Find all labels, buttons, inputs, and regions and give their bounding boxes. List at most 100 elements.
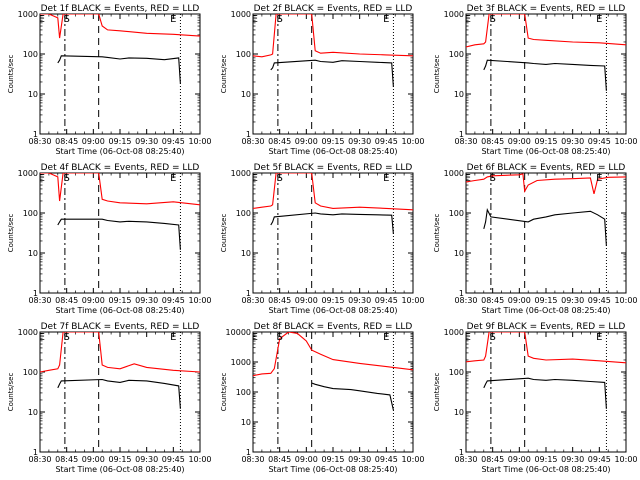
y-tick-label: 10 bbox=[454, 90, 464, 99]
x-axis-label: Start Time (06-Oct-08 08:25:40) bbox=[481, 306, 610, 315]
x-tick-label: 09:30 bbox=[561, 137, 584, 146]
y-tick-label: 1000 bbox=[444, 328, 464, 337]
plot-frame bbox=[252, 13, 414, 135]
x-tick-label: 09:00 bbox=[82, 296, 105, 305]
x-tick-label: 09:45 bbox=[162, 455, 185, 464]
marker-e2: E bbox=[596, 14, 602, 25]
x-tick-label: 09:45 bbox=[588, 455, 611, 464]
x-tick-label: 08:30 bbox=[454, 137, 477, 146]
x-tick-label: 08:30 bbox=[241, 455, 264, 464]
series-group bbox=[466, 173, 626, 293]
marker-s: S bbox=[276, 332, 282, 343]
plot-frame bbox=[39, 13, 201, 135]
series-line-lld bbox=[253, 14, 413, 58]
series-line-lld bbox=[40, 14, 200, 39]
series-line-lld bbox=[466, 332, 626, 364]
chart-title: Det 5f BLACK = Events, RED = LLD bbox=[254, 163, 413, 173]
y-tick-label: 10 bbox=[28, 408, 38, 417]
chart-title: Det 2f BLACK = Events, RED = LLD bbox=[254, 4, 413, 14]
series-line-lld bbox=[466, 14, 626, 48]
x-tick-label: 08:45 bbox=[481, 455, 504, 464]
x-tick-label: 08:30 bbox=[28, 455, 51, 464]
x-tick-label: 09:00 bbox=[508, 296, 531, 305]
x-tick-label: 08:45 bbox=[481, 137, 504, 146]
y-tick-label: 10 bbox=[454, 408, 464, 417]
x-tick-label: 09:00 bbox=[295, 296, 318, 305]
x-tick-label: 09:30 bbox=[135, 296, 158, 305]
y-axis-label: Counts/sec bbox=[433, 214, 441, 253]
y-tick-label: 100 bbox=[236, 388, 251, 397]
y-tick-label: 1000 bbox=[444, 169, 464, 178]
marker-e1: E bbox=[39, 173, 45, 184]
x-tick-label: 08:45 bbox=[268, 455, 291, 464]
x-axis-label: Start Time (06-Oct-08 08:25:40) bbox=[481, 147, 610, 156]
plot-frame bbox=[252, 172, 414, 294]
series-line-events bbox=[483, 59, 607, 91]
y-tick-label: 10 bbox=[28, 249, 38, 258]
chart-title: Det 3f BLACK = Events, RED = LLD bbox=[467, 4, 626, 14]
x-tick-label: 09:00 bbox=[295, 455, 318, 464]
y-tick-label: 10 bbox=[241, 90, 251, 99]
x-tick-label: 09:30 bbox=[561, 455, 584, 464]
x-tick-label: 09:00 bbox=[508, 137, 531, 146]
marker-s: S bbox=[489, 173, 495, 184]
x-tick-label: 09:30 bbox=[348, 455, 371, 464]
x-tick-label: 08:30 bbox=[241, 296, 264, 305]
x-tick-label: 09:15 bbox=[534, 455, 557, 464]
x-tick-label: 10:00 bbox=[188, 137, 211, 146]
x-tick-label: 09:30 bbox=[348, 137, 371, 146]
x-tick-label: 09:45 bbox=[588, 296, 611, 305]
x-tick-label: 08:30 bbox=[454, 455, 477, 464]
x-tick-label: 08:45 bbox=[55, 137, 78, 146]
plot-frame bbox=[465, 331, 627, 453]
x-tick-label: 09:15 bbox=[534, 296, 557, 305]
y-tick-label: 10000 bbox=[226, 328, 251, 337]
series-group bbox=[40, 14, 200, 134]
y-tick-label: 1000 bbox=[18, 169, 38, 178]
y-tick-label: 10 bbox=[241, 249, 251, 258]
marker-s: S bbox=[63, 14, 69, 25]
series-line-lld bbox=[40, 332, 200, 373]
chart-panel-1: Det 1f BLACK = Events, RED = LLD 1 10 100 10… bbox=[7, 4, 212, 156]
chart-panel-6: Det 6f BLACK = Events, RED = LLD 1 10 100 10… bbox=[433, 163, 638, 315]
series-line-events bbox=[57, 218, 181, 250]
series-group bbox=[466, 14, 626, 134]
y-tick-label: 100 bbox=[449, 50, 464, 59]
x-tick-label: 09:45 bbox=[375, 137, 398, 146]
x-tick-label: 09:00 bbox=[295, 137, 318, 146]
chart-panel-7: Det 7f BLACK = Events, RED = LLD 1 10 100 10… bbox=[7, 322, 212, 474]
plot-frame bbox=[465, 172, 627, 294]
y-tick-label: 100 bbox=[23, 368, 38, 377]
y-axis-label: Counts/sec bbox=[7, 373, 15, 412]
x-tick-label: 10:00 bbox=[614, 137, 637, 146]
x-tick-label: 09:30 bbox=[561, 296, 584, 305]
series-line-events bbox=[483, 377, 607, 409]
y-tick-label: 1000 bbox=[444, 10, 464, 19]
chart-title: Det 7f BLACK = Events, RED = LLD bbox=[41, 322, 200, 332]
series-line-lld bbox=[40, 173, 200, 206]
marker-e1: E bbox=[39, 14, 45, 25]
plot-frame bbox=[465, 13, 627, 135]
chart-panel-8: Det 8f BLACK = Events, RED = LLD 1 10 100 10… bbox=[220, 322, 425, 474]
y-tick-label: 1 bbox=[459, 448, 464, 457]
x-tick-label: 10:00 bbox=[401, 455, 424, 464]
marker-e2: E bbox=[383, 332, 389, 343]
marker-e1: E bbox=[252, 173, 258, 184]
y-axis-label: Counts/sec bbox=[220, 55, 228, 94]
marker-e2: E bbox=[383, 14, 389, 25]
series-group bbox=[40, 173, 200, 293]
series-group bbox=[253, 14, 413, 134]
y-axis-label: Counts/sec bbox=[220, 373, 228, 412]
series-line-events bbox=[311, 382, 394, 411]
marker-e2: E bbox=[170, 332, 176, 343]
x-tick-label: 10:00 bbox=[401, 296, 424, 305]
x-axis-label: Start Time (06-Oct-08 08:25:40) bbox=[268, 465, 397, 474]
x-tick-label: 09:45 bbox=[162, 296, 185, 305]
y-tick-label: 10 bbox=[454, 249, 464, 258]
marker-e1: E bbox=[465, 332, 471, 343]
x-axis-label: Start Time (06-Oct-08 08:25:40) bbox=[55, 147, 184, 156]
x-tick-label: 08:30 bbox=[241, 137, 264, 146]
series-group bbox=[40, 332, 200, 452]
x-tick-label: 10:00 bbox=[188, 296, 211, 305]
